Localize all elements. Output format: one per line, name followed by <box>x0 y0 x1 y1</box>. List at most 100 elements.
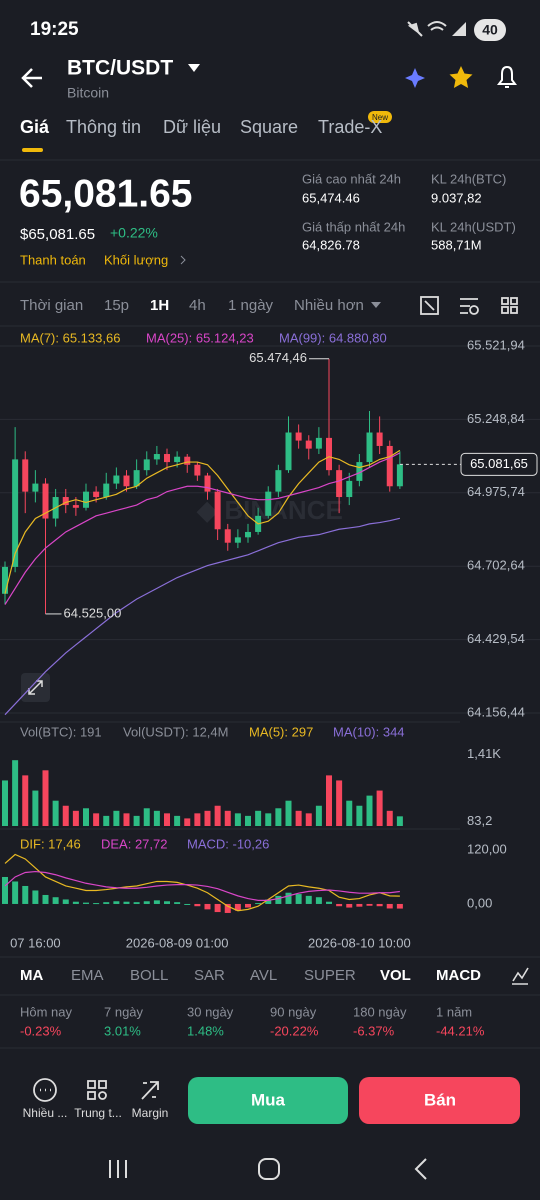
indicator-settings[interactable] <box>512 967 529 985</box>
macd-bar <box>174 902 181 904</box>
candle-body <box>164 454 170 463</box>
indicator[interactable]: EMA <box>71 967 104 984</box>
nav-recent[interactable] <box>109 1160 127 1178</box>
sell-button[interactable] <box>359 1077 520 1124</box>
indicator[interactable]: SAR <box>194 967 225 984</box>
tab[interactable]: Thông tin <box>66 117 141 137</box>
macd-bar <box>123 901 130 904</box>
action-label[interactable]: Margin <box>132 1106 169 1120</box>
candle-body <box>22 459 29 492</box>
volume-bar <box>113 810 120 826</box>
volume-bar <box>326 775 332 826</box>
indicator[interactable]: VOL <box>380 967 411 984</box>
hub-icon[interactable] <box>87 1080 107 1100</box>
perf-value: -20.22% <box>270 1023 319 1038</box>
pair-dropdown[interactable] <box>188 64 200 72</box>
buy-label[interactable]: Mua <box>251 1090 286 1109</box>
macd-bar <box>366 903 373 906</box>
macd-bar <box>285 892 292 904</box>
indicator[interactable]: BOLL <box>130 967 168 984</box>
candle-body <box>366 432 373 463</box>
ma-line <box>4 452 401 605</box>
macd-bar <box>184 903 191 905</box>
legend: DIF: 17,46 <box>20 836 81 851</box>
link[interactable]: Thanh toán <box>20 252 86 267</box>
candle-body <box>133 470 140 487</box>
more-icon[interactable] <box>33 1078 57 1102</box>
interval[interactable]: 1 ngày <box>228 297 274 314</box>
low-label: 64.525,00 <box>64 605 122 620</box>
tab[interactable]: Giá <box>20 117 50 137</box>
volume-bar <box>22 775 29 826</box>
nav-home[interactable] <box>258 1158 280 1180</box>
sell-label[interactable]: Bán <box>424 1090 456 1109</box>
candle-body <box>204 475 211 492</box>
volume-bar <box>143 808 150 826</box>
candle-body <box>245 531 251 538</box>
pair[interactable]: BTC/USDT <box>67 57 173 80</box>
candle-body <box>72 505 79 508</box>
tab-indicator <box>22 148 43 152</box>
candle-body <box>295 432 302 441</box>
macd-bar <box>295 894 302 904</box>
ai-icon[interactable] <box>405 68 425 88</box>
candle-body <box>62 497 69 506</box>
stat-value: 9.037,82 <box>431 190 482 205</box>
candle-body <box>265 491 272 516</box>
back-button[interactable] <box>21 68 42 88</box>
legend: DEA: 27,72 <box>101 836 168 851</box>
link[interactable]: Khối lượng <box>104 252 168 267</box>
perf-value: 3.01% <box>104 1023 141 1038</box>
perf-label: 180 ngày <box>353 1004 407 1019</box>
battery-level: 40 <box>482 22 498 38</box>
macd-bar <box>133 902 140 904</box>
macd-bar <box>103 902 110 904</box>
macd-bar <box>32 890 39 904</box>
stat-value: 588,71M <box>431 237 482 252</box>
volume-bar <box>83 808 89 826</box>
candle-body <box>275 470 282 492</box>
indicator[interactable]: MA <box>20 967 43 984</box>
stat-label: KL 24h(BTC) <box>431 171 506 186</box>
interval[interactable]: Nhiều hơn <box>294 297 364 314</box>
volume-bar <box>386 810 393 826</box>
last-price: 65,081.65 <box>19 172 193 215</box>
volume-bar <box>285 800 292 826</box>
interval[interactable]: 4h <box>189 297 206 314</box>
action-label[interactable]: Trung t... <box>74 1106 122 1120</box>
interval[interactable]: 1H <box>150 297 169 314</box>
nav-back[interactable] <box>414 1158 427 1180</box>
chart-tools[interactable] <box>420 296 518 315</box>
volume-bar <box>12 760 19 826</box>
volume-bar <box>204 810 211 826</box>
interval[interactable]: Thời gian <box>20 297 83 314</box>
margin-icon[interactable] <box>141 1081 159 1100</box>
candle-body <box>103 483 110 498</box>
favorite-icon[interactable] <box>449 66 473 88</box>
high-label: 65.474,46 <box>249 350 307 365</box>
mute-icon <box>407 21 423 37</box>
candle-body <box>194 464 201 476</box>
indicator[interactable]: MACD <box>436 967 481 984</box>
volume-bar <box>153 810 160 826</box>
alert-icon[interactable] <box>497 65 517 88</box>
buy-button[interactable] <box>188 1077 348 1124</box>
interval[interactable]: 15p <box>104 297 129 314</box>
action-label[interactable]: Nhiều ... <box>23 1106 68 1120</box>
candle-body <box>123 475 130 487</box>
macd-bar <box>2 876 8 904</box>
volume-bar <box>103 815 110 826</box>
perf-value: -0.23% <box>20 1023 62 1038</box>
tab[interactable]: Square <box>240 117 298 137</box>
tab[interactable]: Dữ liệu <box>163 117 221 137</box>
tab[interactable]: Trade-X <box>318 117 382 137</box>
macd-bar <box>305 895 312 904</box>
indicator[interactable]: SUPER <box>304 967 356 984</box>
volume-bar <box>164 813 170 826</box>
y-tick-label: 65.521,94 <box>467 337 525 352</box>
volume-bar <box>336 780 343 826</box>
indicator[interactable]: AVL <box>250 967 277 984</box>
ma-line <box>4 517 401 716</box>
volume-bar <box>214 805 221 826</box>
macd-bar <box>386 903 393 909</box>
